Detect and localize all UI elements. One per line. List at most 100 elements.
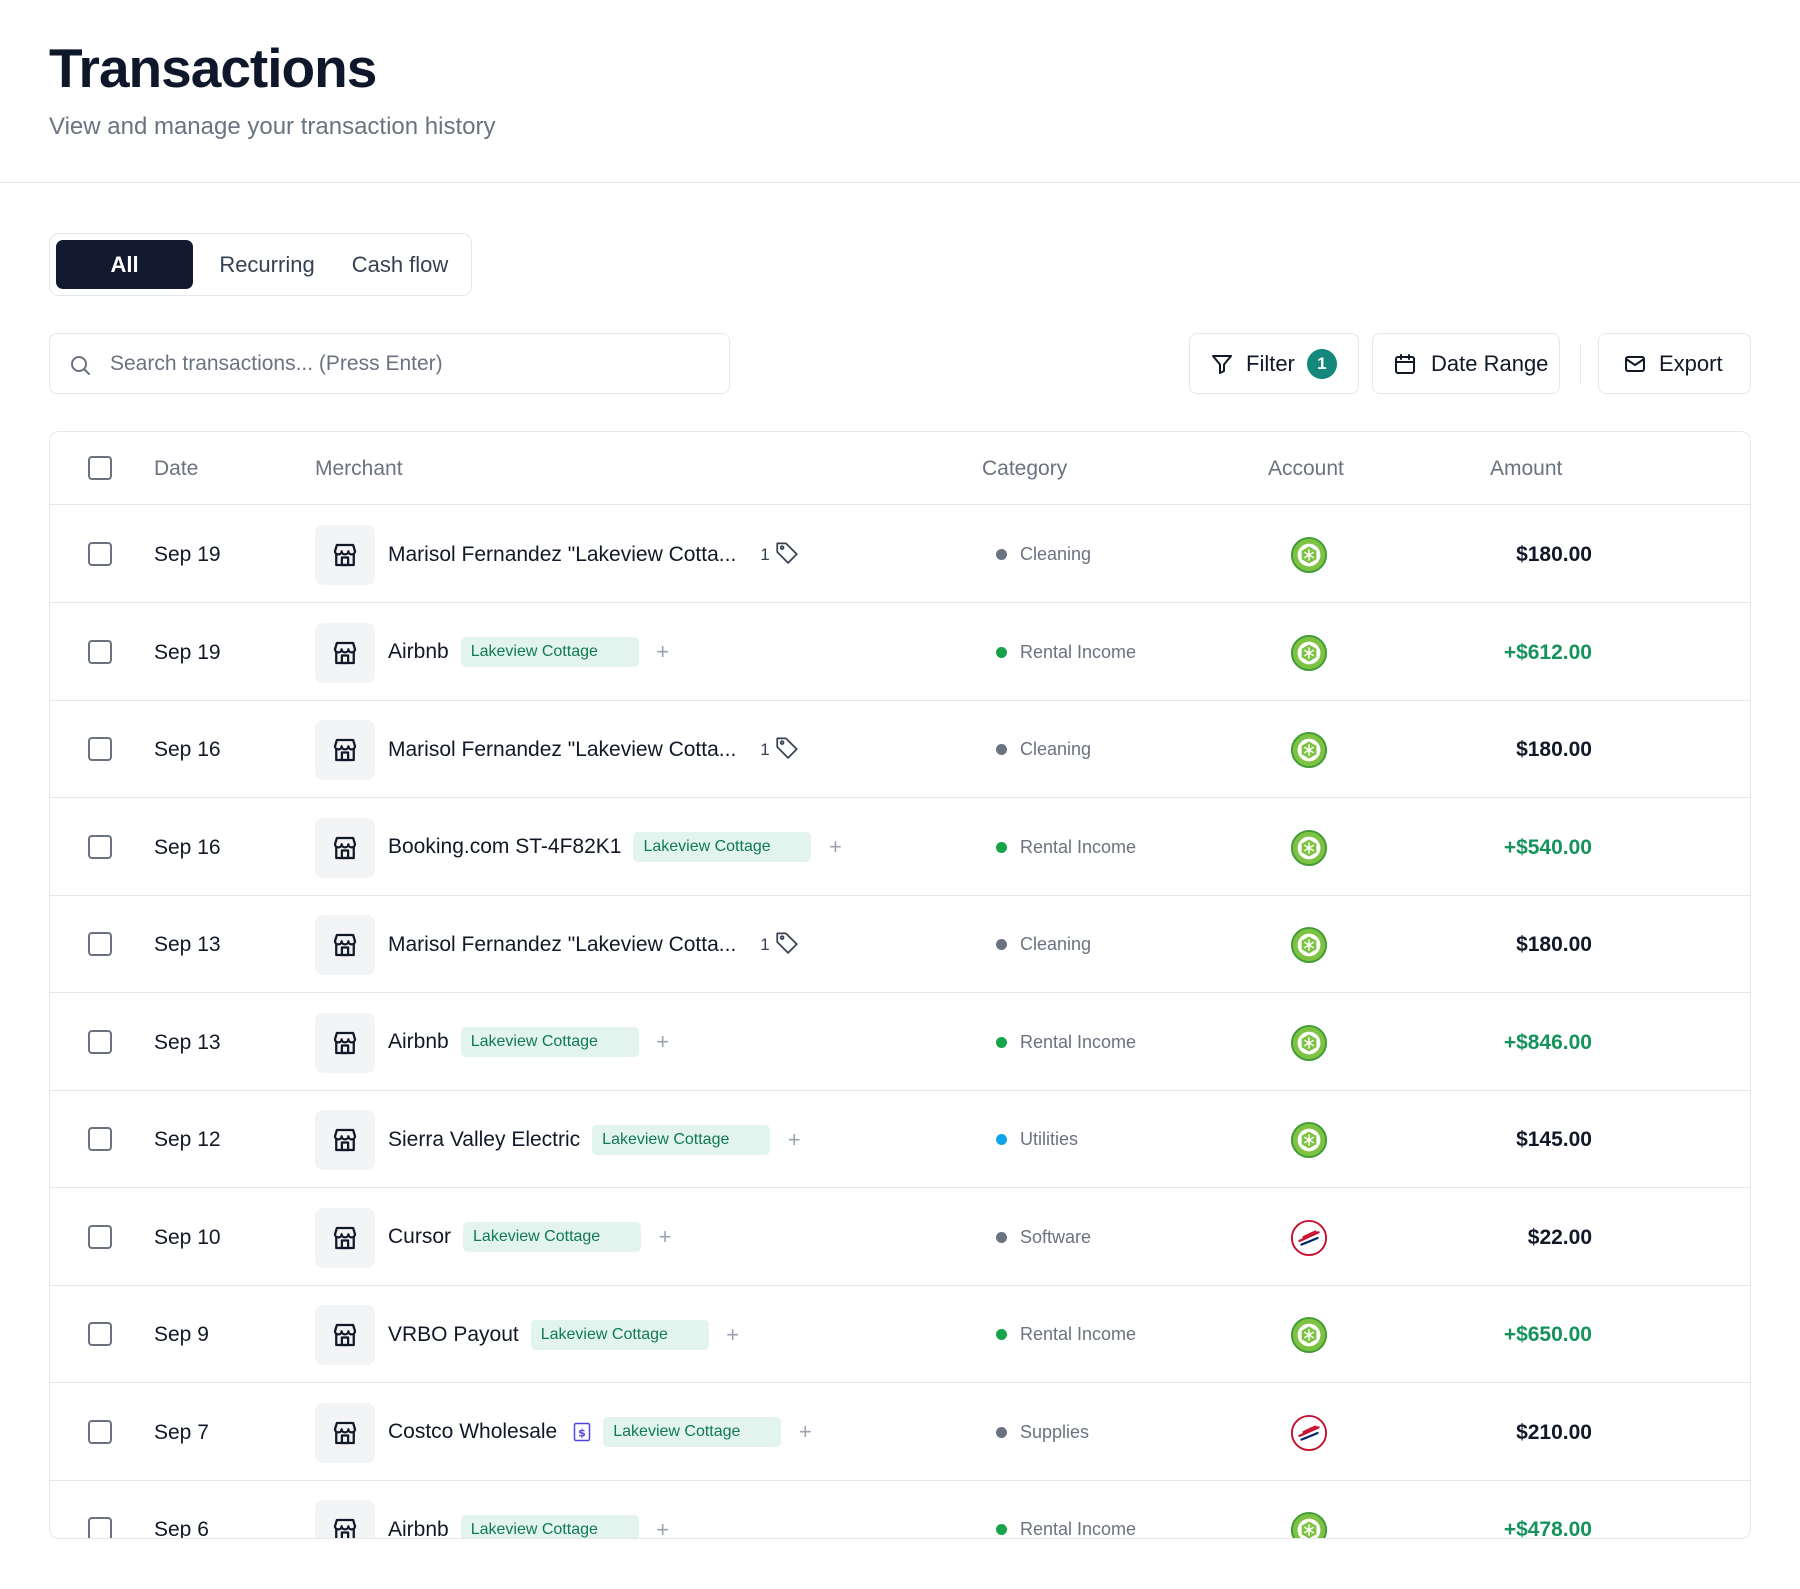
- green-bank-icon[interactable]: [1290, 1316, 1328, 1354]
- add-tag-icon[interactable]: +: [829, 834, 842, 859]
- table-row[interactable]: Sep 19 Marisol Fernandez "Lakeview Cotta.…: [50, 506, 1750, 603]
- category-cell[interactable]: Rental Income: [996, 604, 1136, 701]
- table-row[interactable]: Sep 13 Airbnb Lakeview Cottage + Rental Inco…: [50, 994, 1750, 1091]
- search-input[interactable]: [110, 334, 710, 393]
- category-dot: [996, 841, 1007, 853]
- row-checkbox[interactable]: [88, 1127, 112, 1151]
- row-checkbox[interactable]: [88, 639, 112, 664]
- add-tag-icon[interactable]: +: [656, 639, 670, 664]
- row-checkbox[interactable]: [88, 1517, 112, 1538]
- merchant-name: Costco Wholesale: [388, 1420, 558, 1443]
- category-cell[interactable]: Cleaning: [996, 506, 1091, 603]
- merchant-cell[interactable]: Costco Wholesale $ Lakeview Cottage +: [388, 1384, 815, 1481]
- merchant-cell[interactable]: Airbnb Lakeview Cottage +: [388, 994, 673, 1091]
- green-bank-icon[interactable]: [1290, 829, 1328, 867]
- row-checkbox[interactable]: [88, 1224, 112, 1249]
- green-bank-icon[interactable]: [1290, 926, 1328, 964]
- transaction-amount: $22.00: [1527, 1225, 1592, 1249]
- tag-label[interactable]: Lakeview Cottage: [530, 1319, 709, 1350]
- merchant-cell[interactable]: Cursor Lakeview Cottage +: [388, 1189, 675, 1286]
- tag-label[interactable]: Lakeview Cottage: [460, 637, 639, 667]
- column-header-category[interactable]: Category: [982, 457, 1068, 480]
- add-tag-icon[interactable]: +: [656, 1516, 670, 1539]
- column-header-merchant[interactable]: Merchant: [315, 457, 403, 480]
- store-icon: [315, 1305, 375, 1365]
- merchant-cell[interactable]: Sierra Valley Electric Lakeview Cottage +: [388, 1091, 804, 1188]
- column-header-amount[interactable]: Amount: [1490, 457, 1563, 480]
- green-bank-icon[interactable]: [1290, 536, 1328, 574]
- category-cell[interactable]: Rental Income: [996, 1481, 1136, 1538]
- green-bank-icon[interactable]: [1290, 634, 1328, 672]
- row-checkbox[interactable]: [88, 542, 112, 566]
- tag-label[interactable]: Lakeview Cottage: [603, 1417, 782, 1447]
- table-row[interactable]: Sep 7 Costco Wholesale $ Lakeview Cottage + S…: [50, 1384, 1750, 1481]
- category-cell[interactable]: Supplies: [996, 1384, 1089, 1481]
- tag-label[interactable]: Lakeview Cottage: [463, 1222, 642, 1252]
- date-range-button[interactable]: Date Range: [1372, 333, 1560, 394]
- add-tag-icon[interactable]: +: [798, 1419, 812, 1444]
- filter-button[interactable]: Filter 1: [1189, 333, 1359, 394]
- tab-all[interactable]: All: [56, 240, 193, 289]
- category-label: Supplies: [1020, 1421, 1090, 1442]
- category-cell[interactable]: Software: [996, 1189, 1091, 1286]
- merchant-cell[interactable]: VRBO Payout Lakeview Cottage +: [388, 1286, 743, 1383]
- category-cell[interactable]: Rental Income: [996, 994, 1136, 1091]
- tag-label[interactable]: Lakeview Cottage: [460, 1514, 639, 1538]
- category-cell[interactable]: Cleaning: [996, 701, 1091, 798]
- merchant-cell[interactable]: Booking.com ST-4F82K1 Lakeview Cottage +: [388, 799, 845, 896]
- row-checkbox[interactable]: [88, 932, 112, 956]
- merchant-name: Booking.com ST-4F82K1: [388, 835, 622, 858]
- category-cell[interactable]: Rental Income: [996, 799, 1136, 896]
- green-bank-icon[interactable]: [1290, 1121, 1328, 1159]
- table-row[interactable]: Sep 13 Marisol Fernandez "Lakeview Cotta.…: [50, 896, 1750, 993]
- tag-label[interactable]: Lakeview Cottage: [460, 1027, 639, 1057]
- merchant-name: Airbnb: [388, 1517, 449, 1539]
- table-row[interactable]: Sep 16 Marisol Fernandez "Lakeview Cotta.…: [50, 701, 1750, 798]
- tag-count[interactable]: 1: [760, 539, 799, 570]
- add-tag-icon[interactable]: +: [656, 1029, 670, 1054]
- store-icon: [315, 1207, 375, 1268]
- category-cell[interactable]: Rental Income: [996, 1286, 1136, 1383]
- add-tag-icon[interactable]: +: [658, 1224, 672, 1249]
- red-bank-icon[interactable]: [1290, 1414, 1328, 1452]
- tag-label[interactable]: Lakeview Cottage: [592, 1124, 771, 1155]
- red-bank-icon[interactable]: [1290, 1219, 1328, 1257]
- column-header-date[interactable]: Date: [154, 457, 199, 480]
- tab-recurring[interactable]: Recurring: [219, 252, 315, 277]
- column-header-account[interactable]: Account: [1268, 457, 1344, 480]
- merchant-cell[interactable]: Marisol Fernandez "Lakeview Cotta... 1: [388, 506, 800, 603]
- tag-count[interactable]: 1: [760, 929, 799, 960]
- transaction-date: Sep 7: [154, 1420, 209, 1444]
- table-row[interactable]: Sep 16 Booking.com ST-4F82K1 Lakeview Cott…: [50, 799, 1750, 896]
- category-cell[interactable]: Cleaning: [996, 896, 1091, 993]
- merchant-cell[interactable]: Airbnb Lakeview Cottage +: [388, 1481, 673, 1539]
- table-row[interactable]: Sep 19 Airbnb Lakeview Cottage + Rental Inco…: [50, 604, 1750, 701]
- tag-count[interactable]: 1: [760, 734, 799, 765]
- green-bank-icon[interactable]: [1290, 1024, 1328, 1062]
- add-tag-icon[interactable]: +: [726, 1321, 740, 1347]
- table-row[interactable]: Sep 12 Sierra Valley Electric Lakeview Cot…: [50, 1091, 1750, 1188]
- row-checkbox[interactable]: [88, 1029, 112, 1054]
- row-checkbox[interactable]: [88, 1419, 112, 1444]
- transaction-amount: $180.00: [1516, 933, 1592, 956]
- tab-cash-flow[interactable]: Cash flow: [351, 252, 449, 277]
- row-checkbox[interactable]: [88, 834, 112, 859]
- select-all-checkbox[interactable]: [88, 456, 112, 480]
- row-checkbox[interactable]: [88, 1322, 112, 1346]
- transactions-table: Date Merchant Category Account Amount Se…: [49, 431, 1751, 1539]
- category-dot: [996, 1426, 1007, 1438]
- merchant-cell[interactable]: Airbnb Lakeview Cottage +: [388, 604, 673, 701]
- receipt-icon[interactable]: $: [573, 1422, 591, 1442]
- table-row[interactable]: Sep 6 Airbnb Lakeview Cottage + Rental Incom…: [50, 1481, 1750, 1539]
- row-checkbox[interactable]: [88, 737, 112, 761]
- green-bank-icon[interactable]: [1290, 1511, 1328, 1538]
- merchant-cell[interactable]: Marisol Fernandez "Lakeview Cotta... 1: [388, 896, 800, 993]
- add-tag-icon[interactable]: +: [787, 1126, 801, 1152]
- table-row[interactable]: Sep 9 VRBO Payout Lakeview Cottage + Rental …: [50, 1286, 1750, 1383]
- merchant-cell[interactable]: Marisol Fernandez "Lakeview Cotta... 1: [388, 701, 800, 798]
- export-button[interactable]: Export: [1598, 333, 1751, 394]
- tag-label[interactable]: Lakeview Cottage: [633, 832, 812, 862]
- category-cell[interactable]: Utilities: [996, 1091, 1078, 1188]
- table-row[interactable]: Sep 10 Cursor Lakeview Cottage + Software $22…: [50, 1189, 1750, 1286]
- green-bank-icon[interactable]: [1290, 731, 1328, 769]
